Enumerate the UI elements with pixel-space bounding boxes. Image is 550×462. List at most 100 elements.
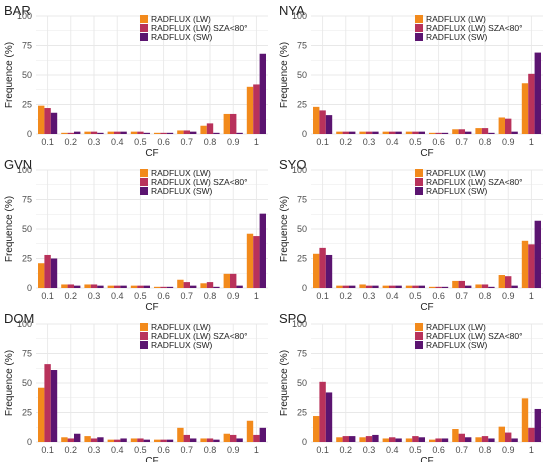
bar-nya-s1-c3 [389,131,396,134]
bar-dom-s0-c2 [84,436,91,442]
legend-label: RADFLUX (LW) SZA<80° [426,23,523,33]
bar-spo-s1-c4 [412,436,419,442]
bar-bar-s1-c0 [44,108,51,134]
bar-bar-s0-c1 [61,132,68,134]
x-tick-label: 0.7 [456,137,469,147]
x-tick-label: 0.2 [340,291,353,301]
legend-swatch [415,33,423,41]
bar-nya-s0-c1 [336,131,343,134]
bar-nya-s0-c9 [521,83,529,134]
bar-bar-s0-c0 [38,105,45,134]
bar-dom-s1-c3 [114,439,121,442]
bar-gvn-s0-c4 [130,285,138,288]
bar-bar-s1-c8 [230,113,237,134]
x-tick-label: 0.4 [386,137,399,147]
bar-bar-s0-c5 [154,132,161,134]
legend-swatch [140,187,148,195]
legend-label: RADFLUX (LW) [426,168,486,178]
legend-swatch [415,187,423,195]
bar-dom-s2-c1 [74,433,81,442]
x-tick-label: 1 [254,445,259,455]
bar-syo-s2-c7 [488,286,495,288]
legend-label: RADFLUX (LW) [151,14,211,24]
bar-spo-s0-c1 [336,437,343,442]
y-axis-label: Frequence (%) [4,42,15,108]
bar-bar-s2-c8 [236,132,243,134]
legend-swatch [415,341,423,349]
panel-title-dom: DOM [4,311,34,326]
x-tick-label: 0.2 [340,445,353,455]
bar-spo-s0-c9 [521,398,529,442]
bar-bar-s1-c4 [137,131,144,134]
panel-title-spo: SPO [279,311,306,326]
x-tick-label: 0.7 [181,445,194,455]
y-tick-label: 25 [297,254,307,264]
x-tick-label: 0.4 [111,137,124,147]
bar-gvn-s2-c9 [259,213,266,288]
y-tick-label: 75 [22,41,32,51]
x-tick-label: 0.3 [363,445,376,455]
bar-nya-s2-c4 [418,131,425,134]
bar-gvn-s2-c1 [74,285,81,288]
bar-spo-s1-c7 [481,436,489,442]
bar-nya-s2-c7 [488,132,495,134]
bar-nya-s0-c0 [313,106,320,134]
bar-bar-s2-c0 [50,112,58,134]
x-tick-label: 0.5 [409,445,422,455]
panel-title-bar: BAR [4,3,31,18]
bar-dom-s1-c7 [206,438,214,442]
bar-spo-s1-c5 [435,438,442,442]
y-tick-label: 100 [17,11,32,21]
bar-bar-s0-c4 [130,131,138,134]
x-tick-label: 0.1 [316,445,329,455]
x-tick-label: 0.5 [134,137,147,147]
bar-nya-s1-c7 [481,128,489,134]
y-tick-label: 75 [22,349,32,359]
bar-dom-s1-c1 [67,438,74,442]
y-tick-label: 100 [292,319,307,329]
bar-nya-s1-c1 [342,131,349,134]
legend-swatch [140,332,148,340]
x-tick-label: 0.3 [88,445,101,455]
bar-spo-s2-c2 [372,434,379,442]
bar-bar-s0-c9 [246,86,254,134]
bar-syo-s1-c1 [342,285,349,288]
bar-gvn-s2-c5 [166,286,174,288]
bar-spo-s2-c3 [395,438,402,442]
y-axis-label: Frequence (%) [4,350,15,416]
y-tick-label: 50 [22,70,32,80]
bar-spo-s2-c9 [534,408,541,442]
bar-nya-s2-c1 [349,131,356,134]
y-tick-label: 25 [297,408,307,418]
y-tick-label: 25 [22,254,32,264]
x-tick-label: 0.1 [316,291,329,301]
x-tick-label: 0.3 [363,291,376,301]
bar-spo-s1-c0 [319,381,326,442]
x-tick-label: 0.6 [157,137,170,147]
legend-swatch [415,178,423,186]
bar-gvn-s0-c1 [61,284,68,288]
x-tick-label: 0.9 [227,137,240,147]
bar-nya-s1-c0 [319,110,326,134]
x-tick-label: 0.6 [432,137,445,147]
bar-gvn-s1-c8 [230,273,237,288]
legend-label: RADFLUX (SW) [151,186,213,196]
bar-spo-s1-c3 [389,437,396,442]
bar-spo-s1-c1 [342,436,349,442]
bar-gvn-s0-c2 [84,284,91,288]
x-tick-label: 0.9 [502,137,515,147]
x-tick-label: 0.9 [502,291,515,301]
y-axis-label: Frequence (%) [279,42,290,108]
x-tick-label: 0.8 [479,445,492,455]
bar-syo-s1-c3 [389,285,396,288]
bar-dom-s2-c8 [236,438,243,442]
y-tick-label: 0 [302,283,307,293]
bar-syo-s0-c4 [405,285,413,288]
bar-bar-s2-c6 [190,131,197,134]
x-tick-label: 0.3 [88,137,101,147]
bar-spo-s0-c2 [359,437,366,442]
bar-spo-s1-c2 [365,436,373,442]
y-tick-label: 100 [292,165,307,175]
x-tick-label: 0.6 [157,291,170,301]
